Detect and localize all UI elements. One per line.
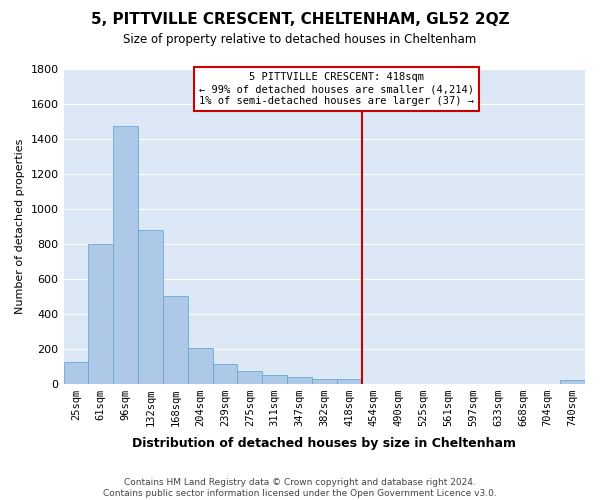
Bar — [312, 378, 337, 384]
Bar — [337, 378, 362, 384]
Bar — [64, 362, 88, 384]
Bar — [560, 380, 585, 384]
Bar — [212, 364, 238, 384]
Text: Contains HM Land Registry data © Crown copyright and database right 2024.
Contai: Contains HM Land Registry data © Crown c… — [103, 478, 497, 498]
X-axis label: Distribution of detached houses by size in Cheltenham: Distribution of detached houses by size … — [132, 437, 516, 450]
Bar — [88, 244, 113, 384]
Bar — [188, 348, 212, 384]
Bar — [163, 296, 188, 384]
Y-axis label: Number of detached properties: Number of detached properties — [15, 138, 25, 314]
Text: Size of property relative to detached houses in Cheltenham: Size of property relative to detached ho… — [124, 32, 476, 46]
Bar — [287, 378, 312, 384]
Text: 5 PITTVILLE CRESCENT: 418sqm
← 99% of detached houses are smaller (4,214)
1% of : 5 PITTVILLE CRESCENT: 418sqm ← 99% of de… — [199, 72, 474, 106]
Bar — [238, 372, 262, 384]
Bar — [113, 126, 138, 384]
Bar — [262, 375, 287, 384]
Text: 5, PITTVILLE CRESCENT, CHELTENHAM, GL52 2QZ: 5, PITTVILLE CRESCENT, CHELTENHAM, GL52 … — [91, 12, 509, 28]
Bar — [138, 230, 163, 384]
